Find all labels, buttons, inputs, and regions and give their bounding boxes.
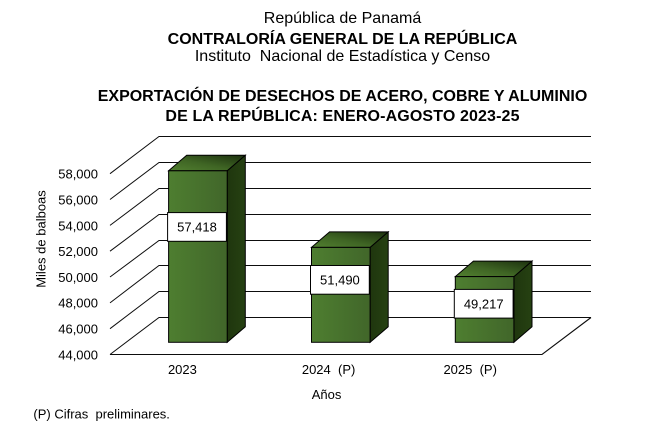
svg-text:58,000: 58,000 <box>58 167 98 182</box>
svg-text:50,000: 50,000 <box>58 270 98 285</box>
svg-text:56,000: 56,000 <box>58 192 98 207</box>
svg-text:Años: Años <box>312 387 342 402</box>
svg-text:48,000: 48,000 <box>58 296 98 311</box>
svg-text:2023: 2023 <box>168 362 197 377</box>
svg-text:2025 (P): 2025 (P) <box>443 362 496 377</box>
svg-text:2024 (P): 2024 (P) <box>302 362 355 377</box>
svg-text:57,418: 57,418 <box>177 220 217 235</box>
svg-text:52,000: 52,000 <box>58 244 98 259</box>
svg-text:54,000: 54,000 <box>58 218 98 233</box>
svg-text:(P) Cifras preliminares.: (P) Cifras preliminares. <box>33 407 170 422</box>
svg-text:46,000: 46,000 <box>58 322 98 337</box>
svg-text:Miles de balboas: Miles de balboas <box>33 190 48 288</box>
svg-text:49,217: 49,217 <box>464 296 504 311</box>
svg-text:51,490: 51,490 <box>320 273 360 288</box>
svg-text:44,000: 44,000 <box>58 347 98 362</box>
